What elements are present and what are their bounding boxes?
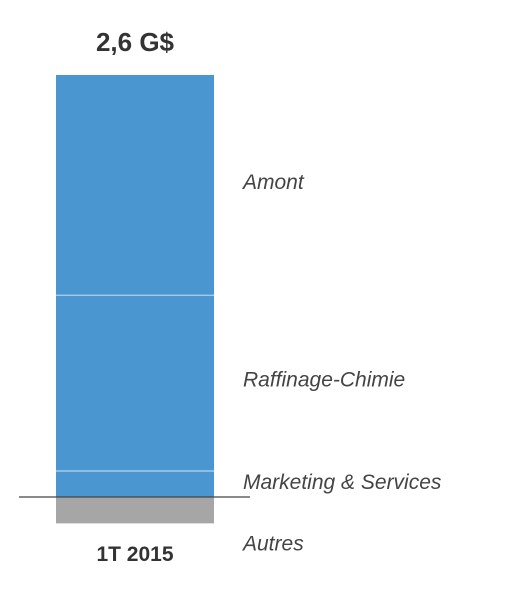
bar-segment-autres	[56, 497, 214, 524]
bar-segment-raffinage-chimie	[56, 294, 214, 471]
segment-label-marketing-services: Marketing & Services	[243, 471, 442, 494]
category-label: 1T 2015	[96, 543, 173, 566]
segment-label-amont: Amont	[241, 171, 305, 194]
segment-labels: Autres Marketing & Services Raffinage-Chim…	[241, 171, 442, 555]
segment-label-autres: Autres	[241, 532, 304, 555]
total-value-label: 2,6 G$	[96, 27, 175, 57]
bar-segment-marketing-services	[56, 470, 214, 497]
segment-label-raffinage-chimie: Raffinage-Chimie	[243, 369, 405, 392]
bar-segment-amont	[56, 75, 214, 295]
bar-segments	[56, 75, 214, 524]
